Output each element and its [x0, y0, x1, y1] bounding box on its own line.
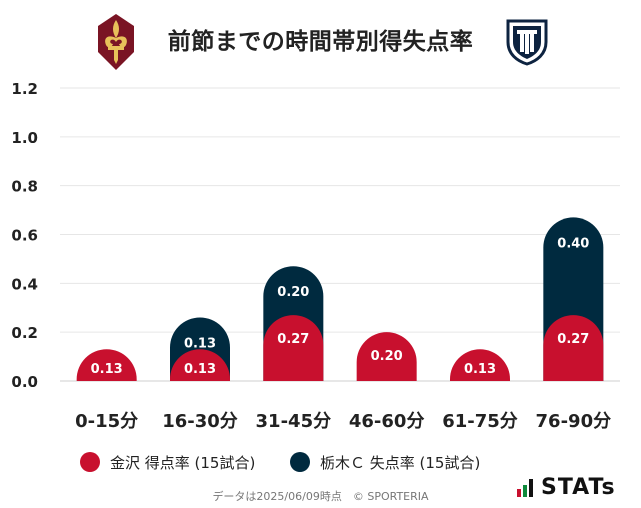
legend-home-label: 金沢 得点率 (15試合) — [110, 453, 256, 472]
legend-home: 金沢 得点率 (15試合) — [80, 448, 255, 476]
stats-logo-icon — [517, 477, 535, 497]
x-tick-label: 16-30分 — [162, 411, 238, 432]
bar-home — [170, 349, 231, 381]
x-tick-label: 76-90分 — [536, 411, 612, 432]
y-tick-label: 1.0 — [11, 129, 38, 147]
chart-title: 前節までの時間帯別得失点率 — [167, 29, 474, 55]
y-tick-label: 0.6 — [11, 227, 38, 245]
bar-chart: 0.0 0.2 0.4 0.6 0.8 1.0 1.2 0.13 0-15分 0.13 0.13 16… — [11, 80, 620, 432]
data-label: 0.13 — [184, 337, 216, 352]
data-label: 0.13 — [91, 362, 123, 377]
x-tick-label: 31-45分 — [256, 411, 332, 432]
bar-home — [263, 315, 324, 381]
bar-home — [76, 349, 137, 381]
footer-note: データは2025/06/09時点 © SPORTERIA — [212, 490, 429, 503]
y-tick-label: 0.2 — [11, 324, 38, 342]
data-label: 0.40 — [557, 236, 589, 251]
stats-brand: STATs — [517, 474, 616, 500]
fleur-de-lis-crest-icon — [98, 14, 134, 70]
data-label: 0.13 — [184, 362, 216, 377]
x-tick-label: 0-15分 — [75, 411, 138, 432]
bar-home — [356, 332, 417, 381]
legend-home-swatch — [80, 452, 100, 472]
legend-away: 栃木Ｃ 失点率 (15試合) — [290, 448, 480, 476]
y-tick-label: 0.0 — [11, 373, 38, 391]
data-label: 0.20 — [371, 349, 403, 364]
away-team-logo — [505, 16, 549, 66]
legend-away-label: 栃木Ｃ 失点率 (15試合) — [320, 453, 481, 472]
data-label: 0.13 — [464, 362, 496, 377]
home-team-logo — [94, 12, 138, 72]
x-tick-label: 46-60分 — [349, 411, 425, 432]
bar-home — [450, 349, 510, 381]
x-tick-label: 61-75分 — [442, 411, 518, 432]
bar-home — [543, 315, 604, 381]
y-tick-label: 0.8 — [11, 178, 38, 196]
brand-name: STATs — [541, 474, 616, 500]
data-label: 0.27 — [277, 332, 309, 347]
legend-away-swatch — [290, 452, 310, 472]
data-label: 0.27 — [557, 332, 589, 347]
y-tick-label: 0.4 — [11, 275, 38, 293]
data-label: 0.20 — [277, 285, 309, 300]
shield-crest-icon — [506, 19, 548, 66]
y-tick-label: 1.2 — [11, 80, 38, 98]
